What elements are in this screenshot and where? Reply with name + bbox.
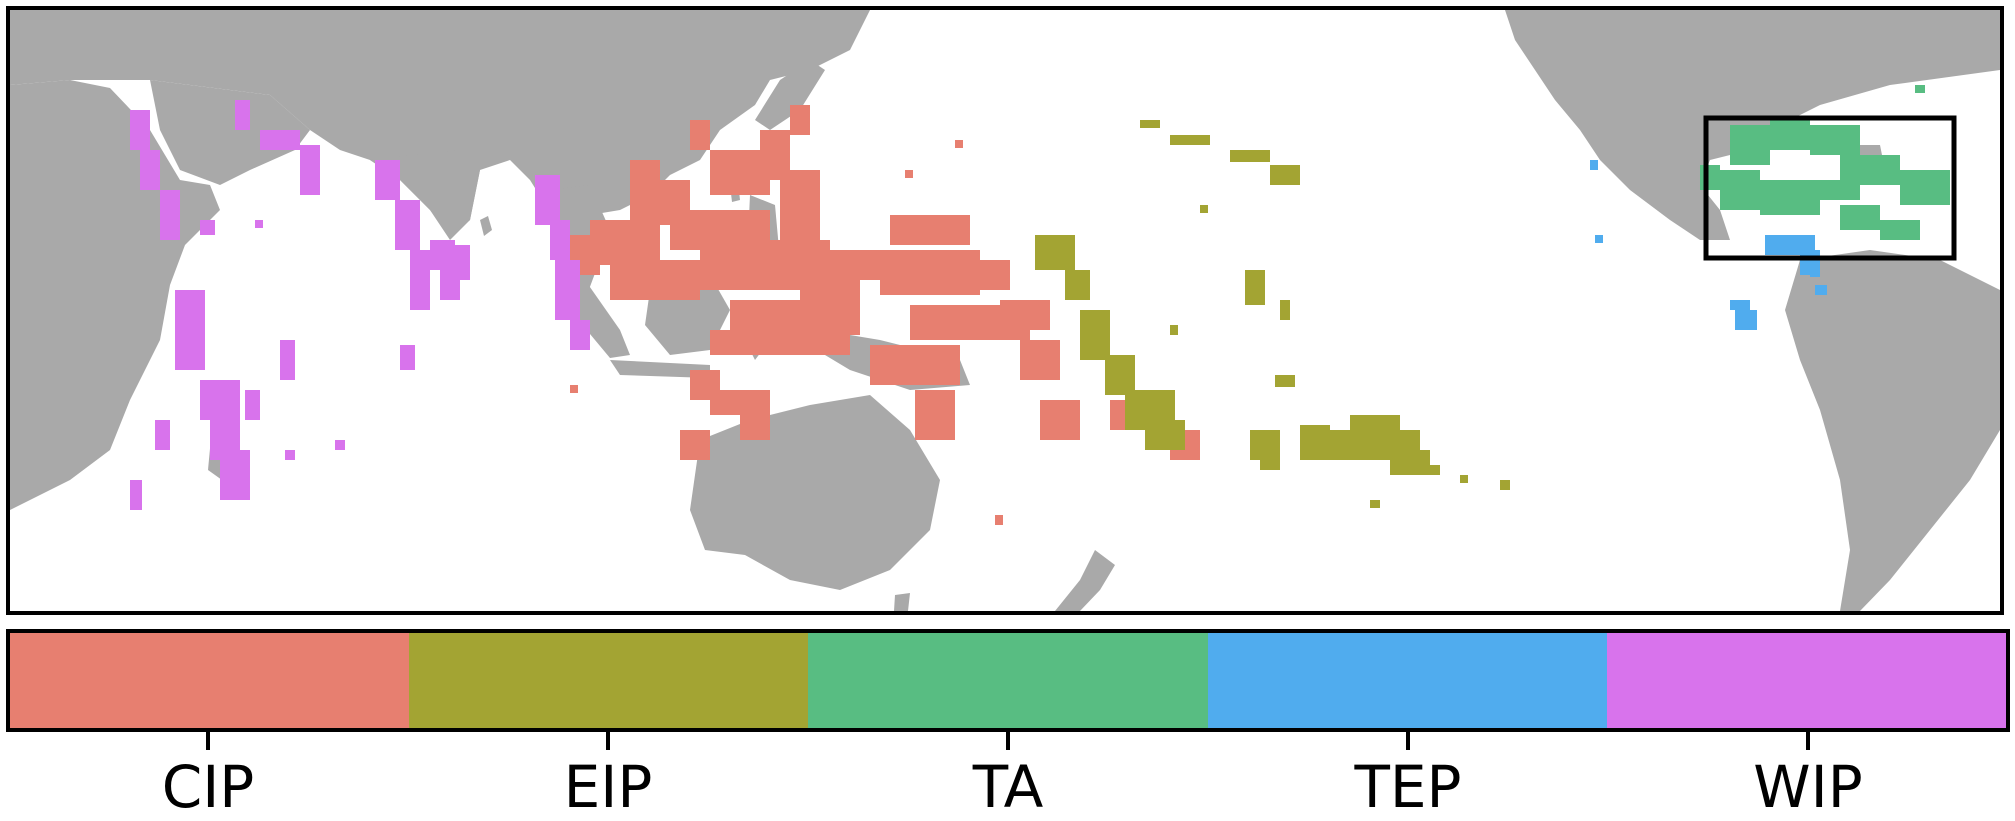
legend-swatch-ta [808, 633, 1208, 728]
legend-tick [1806, 732, 1810, 750]
legend-tick [1406, 732, 1410, 750]
legend-swatch-eip [409, 633, 809, 728]
legend-label-tep: TEP [1354, 753, 1462, 821]
highlight-box [1703, 115, 1957, 261]
map-panel [6, 6, 2004, 615]
legend-swatch-tep [1207, 633, 1607, 728]
legend-label-eip: EIP [563, 753, 653, 821]
tasmania-landmass [894, 593, 910, 611]
legend-swatch-cip [10, 633, 410, 728]
region-eip-cells [1035, 120, 1510, 508]
new-zealand-landmass [1055, 550, 1115, 611]
sri-lanka-landmass [480, 216, 492, 236]
japan-landmass [755, 60, 825, 130]
legend-tick [206, 732, 210, 750]
legend-tick [1006, 732, 1010, 750]
arabia-landmass [150, 80, 310, 185]
australia-landmass [690, 395, 940, 590]
legend-label-ta: TA [972, 753, 1044, 821]
south-america-landmass [1785, 250, 2000, 611]
africa-landmass [10, 80, 220, 510]
region-wip-cells [130, 100, 590, 510]
legend-label-wip: WIP [1753, 753, 1863, 821]
legend-label-cip: CIP [161, 753, 255, 821]
region-ta-cells [1700, 85, 1950, 240]
legend-colorbar [6, 629, 2010, 732]
legend-tick [606, 732, 610, 750]
java-landmass [610, 360, 710, 378]
legend-swatch-wip [1606, 633, 2007, 728]
